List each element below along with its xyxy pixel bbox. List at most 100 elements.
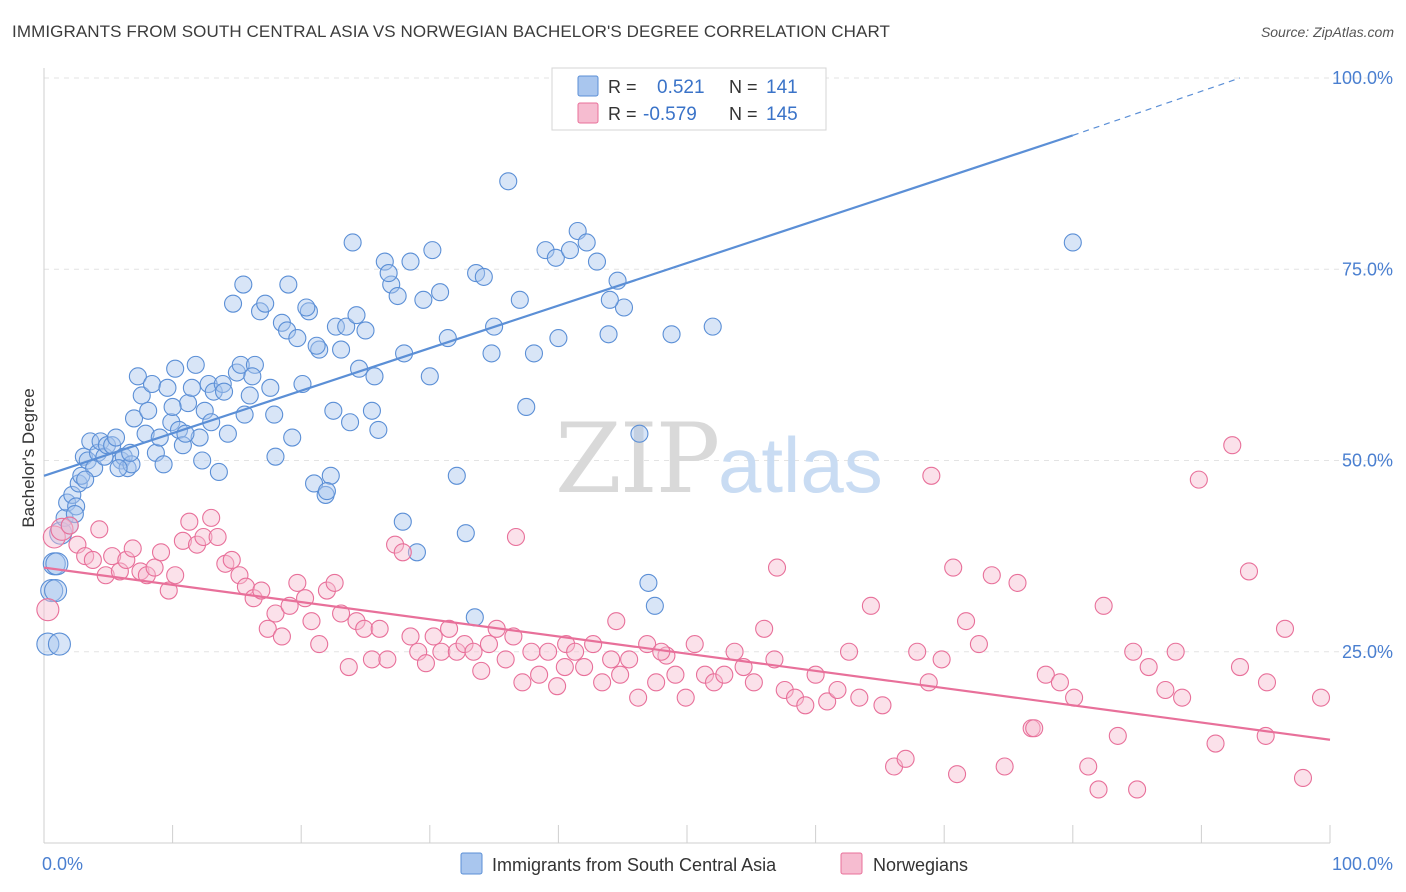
point-norwegians bbox=[919, 673, 938, 692]
point-immigrants bbox=[139, 401, 158, 420]
point-norwegians bbox=[252, 581, 271, 600]
point-norwegians bbox=[110, 562, 129, 581]
legend-n-label-1: N = bbox=[729, 77, 758, 97]
point-norwegians bbox=[620, 650, 639, 669]
point-norwegians bbox=[850, 688, 869, 707]
point-norwegians bbox=[173, 531, 192, 550]
point-norwegians bbox=[230, 566, 249, 585]
point-norwegians bbox=[948, 765, 967, 784]
point-immigrants bbox=[517, 397, 536, 417]
point-immigrants bbox=[261, 378, 280, 397]
point-norwegians bbox=[539, 642, 558, 661]
point-norwegians bbox=[666, 665, 685, 684]
point-norwegians bbox=[1025, 719, 1044, 738]
point-immigrants bbox=[209, 462, 228, 482]
legend-r-value-2: -0.579 bbox=[643, 104, 697, 125]
point-immigrants bbox=[162, 413, 181, 432]
legend-swatch-immigrants bbox=[460, 852, 483, 875]
point-immigrants bbox=[639, 573, 658, 592]
legend-n-value-1: 141 bbox=[766, 77, 798, 98]
point-norwegians bbox=[194, 527, 213, 547]
point-norwegians bbox=[593, 673, 612, 692]
point-norwegians bbox=[796, 696, 815, 715]
point-norwegians bbox=[166, 566, 185, 585]
point-norwegians bbox=[818, 692, 837, 711]
trend-line-extension bbox=[1072, 77, 1241, 136]
watermark-atlas: atlas bbox=[718, 421, 883, 509]
point-norwegians bbox=[123, 539, 142, 558]
point-immigrants bbox=[379, 264, 398, 283]
watermark-zip: ZIP bbox=[555, 403, 718, 515]
point-norwegians bbox=[785, 688, 805, 707]
point-immigrants bbox=[447, 466, 466, 485]
point-immigrants bbox=[297, 298, 316, 317]
point-norwegians bbox=[317, 581, 336, 600]
point-norwegians bbox=[440, 619, 459, 638]
point-immigrants bbox=[128, 367, 147, 386]
point-immigrants bbox=[1063, 233, 1082, 252]
point-immigrants bbox=[645, 596, 664, 615]
point-norwegians bbox=[861, 596, 880, 615]
point-norwegians bbox=[1230, 657, 1250, 677]
point-norwegians bbox=[202, 508, 221, 527]
point-immigrants bbox=[549, 329, 568, 348]
point-norwegians bbox=[607, 612, 626, 631]
point-norwegians bbox=[496, 650, 515, 669]
point-immigrants bbox=[401, 252, 420, 271]
point-norwegians bbox=[362, 650, 381, 669]
point-norwegians bbox=[1206, 734, 1225, 753]
point-norwegians bbox=[647, 673, 666, 692]
point-immigrants bbox=[63, 485, 82, 504]
point-norwegians bbox=[704, 673, 724, 692]
point-norwegians bbox=[1139, 657, 1158, 677]
point-immigrants bbox=[474, 267, 493, 286]
point-norwegians bbox=[416, 654, 435, 673]
point-norwegians bbox=[244, 589, 263, 608]
point-norwegians bbox=[1094, 596, 1113, 615]
point-immigrants bbox=[190, 428, 209, 447]
point-norwegians bbox=[1128, 780, 1147, 799]
point-immigrants bbox=[600, 290, 619, 309]
point-norwegians bbox=[1089, 780, 1108, 799]
point-immigrants bbox=[347, 306, 366, 325]
point-immigrants bbox=[465, 608, 484, 627]
point-immigrants bbox=[234, 275, 253, 294]
point-norwegians bbox=[530, 665, 549, 684]
point-immigrants bbox=[195, 401, 214, 420]
legend-n-label-2: N = bbox=[729, 104, 758, 124]
point-immigrants bbox=[47, 632, 71, 656]
point-norwegians bbox=[1008, 573, 1027, 592]
point-immigrants bbox=[132, 386, 151, 405]
point-immigrants bbox=[231, 355, 250, 374]
point-immigrants bbox=[214, 382, 234, 401]
point-immigrants bbox=[546, 248, 565, 267]
legend-swatch-pink bbox=[577, 102, 599, 124]
point-immigrants bbox=[182, 378, 201, 397]
point-norwegians bbox=[424, 627, 443, 646]
point-norwegians bbox=[325, 573, 344, 592]
point-norwegians bbox=[145, 558, 164, 577]
point-immigrants bbox=[599, 325, 618, 344]
point-immigrants bbox=[510, 290, 529, 309]
point-norwegians bbox=[310, 635, 329, 654]
point-immigrants bbox=[420, 367, 439, 386]
point-immigrants bbox=[614, 298, 634, 317]
point-immigrants bbox=[337, 317, 356, 336]
point-norwegians bbox=[90, 520, 109, 539]
point-norwegians bbox=[464, 642, 483, 661]
point-immigrants bbox=[288, 329, 307, 348]
point-norwegians bbox=[117, 550, 136, 570]
point-immigrants bbox=[67, 497, 86, 516]
point-immigrants bbox=[307, 336, 326, 355]
point-norwegians bbox=[1257, 673, 1277, 692]
point-norwegians bbox=[513, 673, 532, 692]
point-norwegians bbox=[584, 635, 603, 654]
legend-swatch-blue bbox=[577, 75, 599, 97]
point-norwegians bbox=[1036, 665, 1055, 684]
point-norwegians bbox=[208, 527, 227, 547]
x-tick-label: 100.0% bbox=[1332, 854, 1393, 874]
point-immigrants bbox=[36, 632, 60, 656]
x-tick-labels: 0.0% 100.0% bbox=[42, 854, 1393, 874]
point-norwegians bbox=[159, 581, 178, 600]
point-immigrants bbox=[124, 409, 144, 428]
